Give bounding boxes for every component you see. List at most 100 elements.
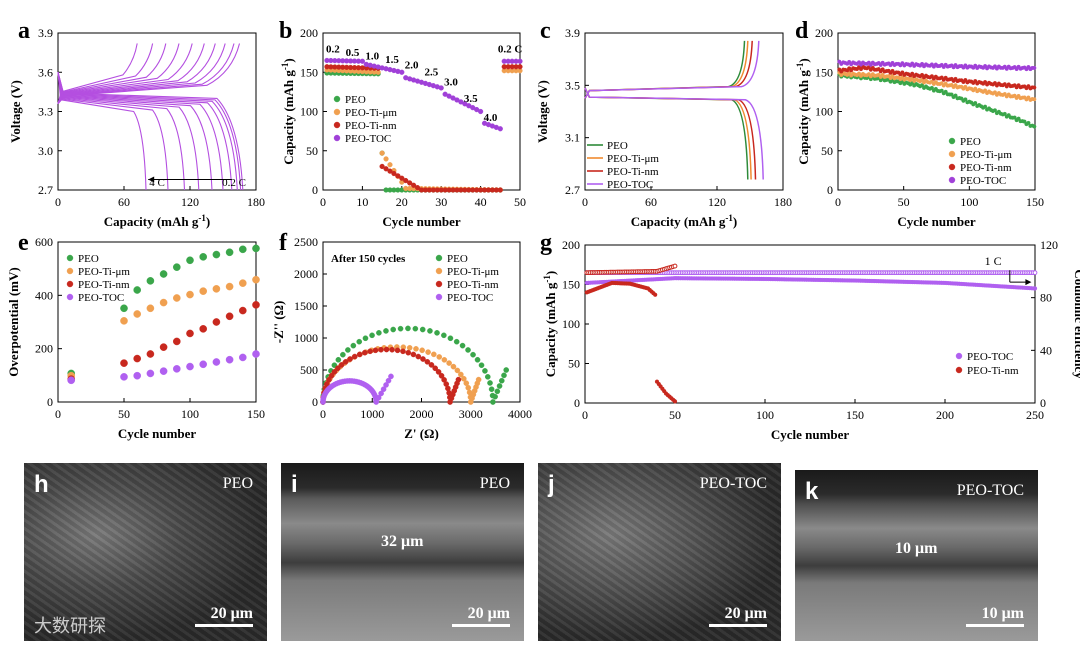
data-point [465,384,472,391]
legend-label: PEO-Ti-nm [78,279,130,291]
data-point [1032,85,1037,90]
data-point [482,368,488,374]
data-point [186,256,194,265]
sem-scale-bar [195,624,253,627]
data-point [345,347,351,353]
watermark: 大数研探 [34,616,106,637]
data-point [394,347,401,354]
data-point [400,348,406,355]
sem-panel-label: i [291,471,298,498]
y-tick-label: 0 [827,183,833,197]
data-point [435,369,442,375]
x-axis-label-sup: -1 [725,213,733,223]
rate-label: 1.0 [365,51,379,63]
legend-label: PEO-TOC [960,175,1006,187]
x-axis-label-end: ) [206,214,210,229]
data-point [428,362,435,368]
data-point [470,351,476,358]
legend-swatch [435,267,443,275]
plot-frame [584,32,784,191]
x-tick-label: 50 [898,195,910,209]
y-axis-label: Overpotential (mV) [6,267,21,376]
data-point [172,294,181,302]
y-axis-label: Capacity (mAh g-1) [280,58,296,164]
x-tick-label: 120 [708,195,726,209]
data-point [328,372,335,379]
charge-curve [57,43,235,105]
x-axis-label: Cycle number [897,214,976,229]
x-tick-label: 30 [435,195,447,209]
panel-d: d 0 50 100 150 0 50 100 150 200 Cycle number Capaci… [795,18,1044,229]
discharge-curve [57,72,186,191]
data-point [375,394,382,401]
data-point [133,310,141,318]
discharge-curve [57,72,169,191]
legend-label: PEO-TOC [447,292,493,304]
panel-c: c 0 60 120 180 2.7 3.1 3.5 3.9 Capacity (mAh g-1)… [535,18,792,229]
data-point [412,325,419,332]
rate-label: 1.5 [385,54,399,66]
data-point [133,286,141,294]
data-point [403,177,409,184]
data-point [159,298,168,307]
data-point [252,301,260,309]
x-axis-label: Cycle number [771,427,850,442]
data-point [120,304,128,313]
legend-label: PEO [607,140,628,152]
data-point [1026,120,1031,125]
y-tick-label: 400 [35,288,53,302]
data-point [461,375,467,382]
data-point [424,358,431,365]
sem-scale-bar [709,624,767,627]
data-point [391,170,397,177]
x-tick-label: 150 [247,407,265,421]
data-point [446,360,452,366]
legend-label: PEO-Ti-μm [78,266,130,278]
legend-swatch [333,121,341,129]
charge-curve [57,43,226,104]
data-point [397,325,404,332]
x-tick-label: 100 [756,408,774,422]
data-point [939,88,944,93]
y-tick-label: 0 [47,395,53,409]
data-point [406,344,413,351]
sem-caption: PEO-TOC [699,475,767,492]
data-point [487,380,493,386]
data-point [458,371,464,378]
legend-swatch [66,254,74,262]
sem-thickness-label: 10 μm [895,540,938,557]
legend-swatch [66,280,74,288]
x-tick-label: 200 [936,408,954,422]
rate-label: 0.5 [346,47,360,59]
sem-thickness-label: 32 μm [381,533,424,550]
x-tick-label: 50 [118,407,130,421]
y-tick-label: 150 [562,278,580,292]
y-right-tick-label: 80 [1040,291,1052,305]
data-point [385,377,392,384]
data-point [67,376,75,385]
y-tick-label: 3.9 [565,26,580,40]
data-point [379,163,385,170]
sem-scale-label: 20 μm [210,605,253,622]
data-point [225,282,234,291]
data-point [1032,124,1037,129]
data-point [383,156,389,162]
data-point [434,330,440,336]
plot-frame [57,241,257,403]
discharge-curve [57,72,200,191]
legend-swatch [333,134,341,142]
y-tick-label: 2500 [294,235,318,249]
rate-label: 0.2 C [498,44,523,56]
y-tick-label: 1000 [294,331,318,345]
sem-scale-label: 20 μm [724,605,767,622]
legend-label: PEO-Ti-nm [607,166,659,178]
legend-swatch [948,163,956,171]
x-tick-label: 4000 [508,407,532,421]
data-point [186,329,194,338]
x-tick-label: 20 [396,195,408,209]
sem-scale-bar [966,624,1024,627]
charge-curve [57,43,205,104]
discharge-curve [57,72,244,191]
panel-b: b 0 10 20 30 40 50 0 50 100 150 200 Cycle number Capa… [279,18,526,229]
data-point [953,93,958,98]
